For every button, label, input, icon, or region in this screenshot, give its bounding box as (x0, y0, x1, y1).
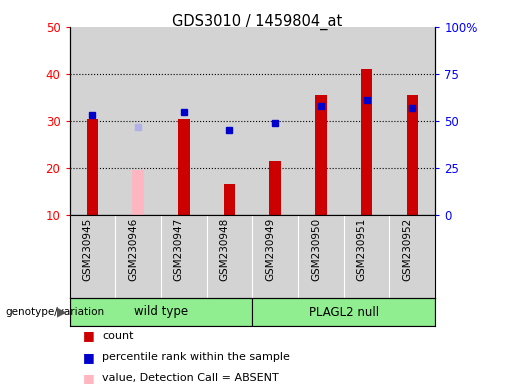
Text: GSM230950: GSM230950 (311, 217, 321, 281)
Bar (361, 69, 372, 215)
Text: PLAGL2 null: PLAGL2 null (308, 306, 379, 318)
Text: ■: ■ (82, 372, 94, 384)
Text: GSM230945: GSM230945 (82, 217, 92, 281)
Bar (315, 95, 327, 215)
Text: ■: ■ (82, 329, 94, 343)
Bar (87, 119, 98, 215)
Bar (252, 298, 435, 326)
Bar (407, 95, 418, 215)
Text: GSM230946: GSM230946 (128, 217, 138, 281)
Text: GSM230947: GSM230947 (174, 217, 184, 281)
Text: count: count (102, 331, 133, 341)
Text: GSM230951: GSM230951 (356, 217, 367, 281)
Text: percentile rank within the sample: percentile rank within the sample (102, 352, 290, 362)
Bar (224, 184, 235, 215)
Bar (178, 119, 190, 215)
Bar (70, 298, 252, 326)
Text: ▶: ▶ (57, 306, 67, 318)
Text: genotype/variation: genotype/variation (5, 307, 104, 317)
Bar (269, 161, 281, 215)
Text: GSM230952: GSM230952 (402, 217, 413, 281)
Text: GSM230948: GSM230948 (219, 217, 230, 281)
Text: GSM230949: GSM230949 (265, 217, 275, 281)
Text: wild type: wild type (134, 306, 188, 318)
Text: value, Detection Call = ABSENT: value, Detection Call = ABSENT (102, 373, 279, 383)
Text: GDS3010 / 1459804_at: GDS3010 / 1459804_at (173, 13, 342, 30)
Text: ■: ■ (82, 351, 94, 364)
Bar (132, 170, 144, 215)
